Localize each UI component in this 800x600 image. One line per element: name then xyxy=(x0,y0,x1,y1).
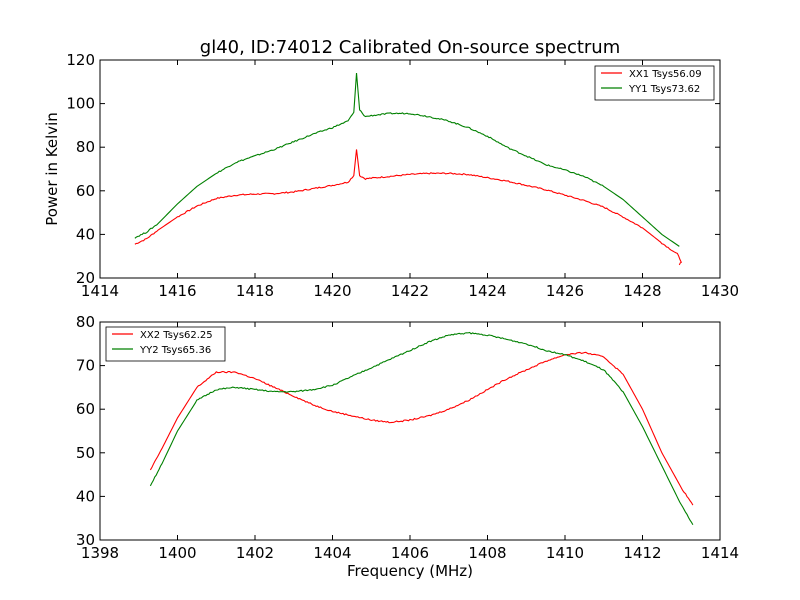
x-tick-label: 1400 xyxy=(158,544,196,562)
x-tick-label: 1406 xyxy=(391,544,429,562)
x-tick-label: 1398 xyxy=(81,544,119,562)
x-tick-label: 1416 xyxy=(158,282,196,300)
series-line-yy1 xyxy=(134,73,680,247)
y-tick-label: 100 xyxy=(66,95,95,113)
y-tick-label: 30 xyxy=(76,531,95,549)
x-tick-label: 1414 xyxy=(701,544,739,562)
x-tick-label: 1414 xyxy=(81,282,119,300)
legend-label: YY1 Tsys73.62 xyxy=(628,84,700,95)
x-tick-label: 1420 xyxy=(313,282,351,300)
x-tick-label: 1404 xyxy=(313,544,351,562)
x-tick-label: 1408 xyxy=(468,544,506,562)
legend-box xyxy=(594,65,715,101)
x-tick-label: 1426 xyxy=(546,282,584,300)
series-line-xx2 xyxy=(149,351,694,506)
x-tick-label: 1412 xyxy=(623,544,661,562)
figure-title: gl40, ID:74012 Calibrated On-source spec… xyxy=(200,37,620,58)
x-tick-label: 1410 xyxy=(546,544,584,562)
y-tick-label: 80 xyxy=(76,138,95,156)
x-tick-label: 1428 xyxy=(623,282,661,300)
y-tick-label: 60 xyxy=(76,400,95,418)
y-tick-label: 20 xyxy=(76,269,95,287)
x-axis-label: Frequency (MHz) xyxy=(347,562,473,580)
series-line-yy2 xyxy=(149,331,694,526)
y-tick-label: 80 xyxy=(76,313,95,331)
x-tick-label: 1424 xyxy=(468,282,506,300)
x-tick-label: 1418 xyxy=(236,282,274,300)
legend-label: XX2 Tsys62.25 xyxy=(140,330,213,341)
x-tick-label: 1402 xyxy=(236,544,274,562)
legend-label: XX1 Tsys56.09 xyxy=(629,69,702,80)
y-tick-label: 40 xyxy=(76,487,95,505)
x-tick-label: 1422 xyxy=(391,282,429,300)
y-tick-label: 70 xyxy=(76,357,95,375)
legend-box xyxy=(105,326,226,362)
y-tick-label: 40 xyxy=(76,225,95,243)
top-panel: 1414 1416 1418 1420 1422 1424 1426 1428 1430 20 40… xyxy=(66,51,739,300)
legend-label: YY2 Tsys65.36 xyxy=(139,345,211,356)
series-line-xx1 xyxy=(134,149,682,266)
y-tick-label: 60 xyxy=(76,182,95,200)
y-axis-label: Power in Kelvin xyxy=(43,112,61,226)
y-tick-label: 120 xyxy=(66,51,95,69)
y-tick-label: 50 xyxy=(76,444,95,462)
bottom-panel: 1398 1400 1402 1404 1406 1408 1410 1412 1414 30 40… xyxy=(76,313,739,562)
x-tick-label: 1430 xyxy=(701,282,739,300)
